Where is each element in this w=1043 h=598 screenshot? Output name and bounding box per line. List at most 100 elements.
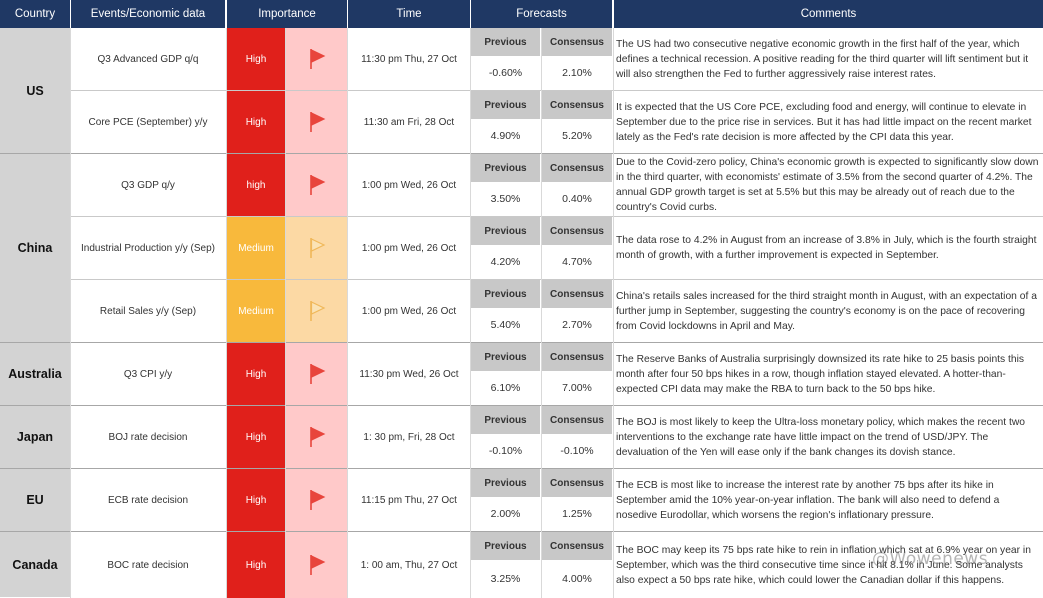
country-cell: Australia: [0, 343, 70, 405]
previous-label: Previous: [471, 154, 540, 182]
row-divider: [0, 342, 1043, 343]
event-time: 11:30 am Fri, 28 Oct: [363, 116, 455, 128]
flag-icon: [309, 555, 325, 575]
column-divider: [470, 28, 471, 598]
consensus-value: 7.00%: [562, 382, 592, 394]
comment-text: The BOJ is most likely to keep the Ultra…: [616, 416, 1025, 458]
previous-value: 2.00%: [490, 508, 521, 520]
previous-value: -0.10%: [488, 445, 523, 457]
event-name: Core PCE (September) y/y: [88, 116, 208, 128]
importance-badge: High: [227, 91, 285, 153]
column-divider: [347, 28, 348, 598]
importance-flag-icon: [286, 280, 347, 342]
consensus-label: Consensus: [542, 532, 612, 560]
previous-value: 4.90%: [490, 130, 521, 142]
consensus-label: Consensus: [542, 343, 612, 371]
importance-badge: High: [227, 532, 285, 598]
column-divider: [613, 28, 614, 598]
event-time: 1:00 pm Wed, 26 Oct: [361, 242, 457, 254]
consensus-label: Consensus: [542, 28, 612, 56]
importance-badge: Medium: [227, 217, 285, 279]
previous-label: Previous: [471, 28, 540, 56]
event-name: Q3 Advanced GDP q/q: [97, 53, 199, 65]
flag-icon: [309, 301, 325, 321]
previous-label: Previous: [471, 343, 540, 371]
header-event: Events/Economic data: [71, 0, 225, 28]
event-name: ECB rate decision: [107, 494, 189, 506]
consensus-value: 4.70%: [562, 256, 592, 268]
country-cell: EU: [0, 469, 70, 531]
event-time: 1: 00 am, Thu, 27 Oct: [360, 559, 458, 571]
consensus-value: 1.25%: [562, 508, 592, 520]
importance-badge: High: [227, 28, 285, 90]
importance-badge: high: [227, 154, 285, 216]
importance-flag-icon: [286, 406, 347, 468]
consensus-label: Consensus: [542, 154, 612, 182]
importance-flag-icon: [286, 154, 347, 216]
comment-text: It is expected that the US Core PCE, exc…: [616, 101, 1032, 143]
flag-icon: [309, 49, 325, 69]
event-name: Retail Sales y/y (Sep): [99, 305, 197, 317]
country-cell: Japan: [0, 406, 70, 468]
comment-text: The data rose to 4.2% in August from an …: [616, 235, 1037, 261]
event-time: 11:30 pm Thu, 27 Oct: [361, 53, 457, 65]
header-country: Country: [0, 0, 70, 28]
column-divider: [541, 28, 542, 598]
consensus-value: 5.20%: [562, 130, 592, 142]
consensus-label: Consensus: [542, 406, 612, 434]
previous-label: Previous: [471, 91, 540, 119]
previous-value: -0.60%: [488, 67, 523, 79]
importance-flag-icon: [286, 28, 347, 90]
flag-icon: [309, 427, 325, 447]
header-importance: Importance: [227, 0, 347, 28]
comment-text: The US had two consecutive negative econ…: [616, 38, 1029, 80]
row-divider: [71, 90, 1043, 91]
column-divider: [226, 28, 227, 598]
importance-flag-icon: [286, 343, 347, 405]
row-divider: [0, 468, 1043, 469]
previous-label: Previous: [471, 280, 540, 308]
row-divider: [71, 216, 1043, 217]
event-name: Industrial Production y/y (Sep): [81, 242, 215, 254]
column-divider: [70, 28, 71, 598]
importance-badge: High: [227, 469, 285, 531]
flag-icon: [309, 112, 325, 132]
comment-text: China's retails sales increased for the …: [616, 290, 1037, 332]
previous-label: Previous: [471, 406, 540, 434]
previous-label: Previous: [471, 532, 540, 560]
flag-icon: [309, 364, 325, 384]
header-time: Time: [348, 0, 470, 28]
flag-icon: [309, 238, 325, 258]
importance-flag-icon: [286, 217, 347, 279]
event-name: Q3 CPI y/y: [123, 368, 173, 380]
row-divider: [71, 279, 1043, 280]
event-time: 1:00 pm Wed, 26 Oct: [361, 305, 457, 317]
country-cell: Canada: [0, 532, 70, 597]
row-divider: [0, 405, 1043, 406]
importance-badge: Medium: [227, 280, 285, 342]
consensus-label: Consensus: [542, 91, 612, 119]
event-time: 1: 30 pm, Fri, 28 Oct: [363, 431, 455, 443]
previous-value: 3.25%: [490, 573, 521, 585]
previous-value: 6.10%: [490, 382, 521, 394]
comment-text: Due to the Covid-zero policy, China's ec…: [616, 157, 1039, 213]
importance-flag-icon: [286, 91, 347, 153]
watermark: @Wowenews: [872, 549, 989, 569]
consensus-value: 0.40%: [562, 193, 592, 205]
comment-text: The ECB is most like to increase the int…: [616, 479, 1000, 521]
event-name: BOC rate decision: [107, 559, 189, 571]
previous-label: Previous: [471, 217, 540, 245]
consensus-value: 2.10%: [562, 67, 592, 79]
event-name: BOJ rate decision: [108, 431, 188, 443]
country-cell: US: [0, 28, 70, 153]
row-divider: [0, 531, 1043, 532]
event-name: Q3 GDP q/y: [121, 179, 175, 191]
country-cell: China: [0, 154, 70, 342]
importance-badge: High: [227, 343, 285, 405]
importance-flag-icon: [286, 469, 347, 531]
importance-flag-icon: [286, 532, 347, 598]
comment-text: The Reserve Banks of Australia surprisin…: [616, 353, 1025, 395]
previous-value: 3.50%: [490, 193, 521, 205]
previous-label: Previous: [471, 469, 540, 497]
consensus-label: Consensus: [542, 217, 612, 245]
